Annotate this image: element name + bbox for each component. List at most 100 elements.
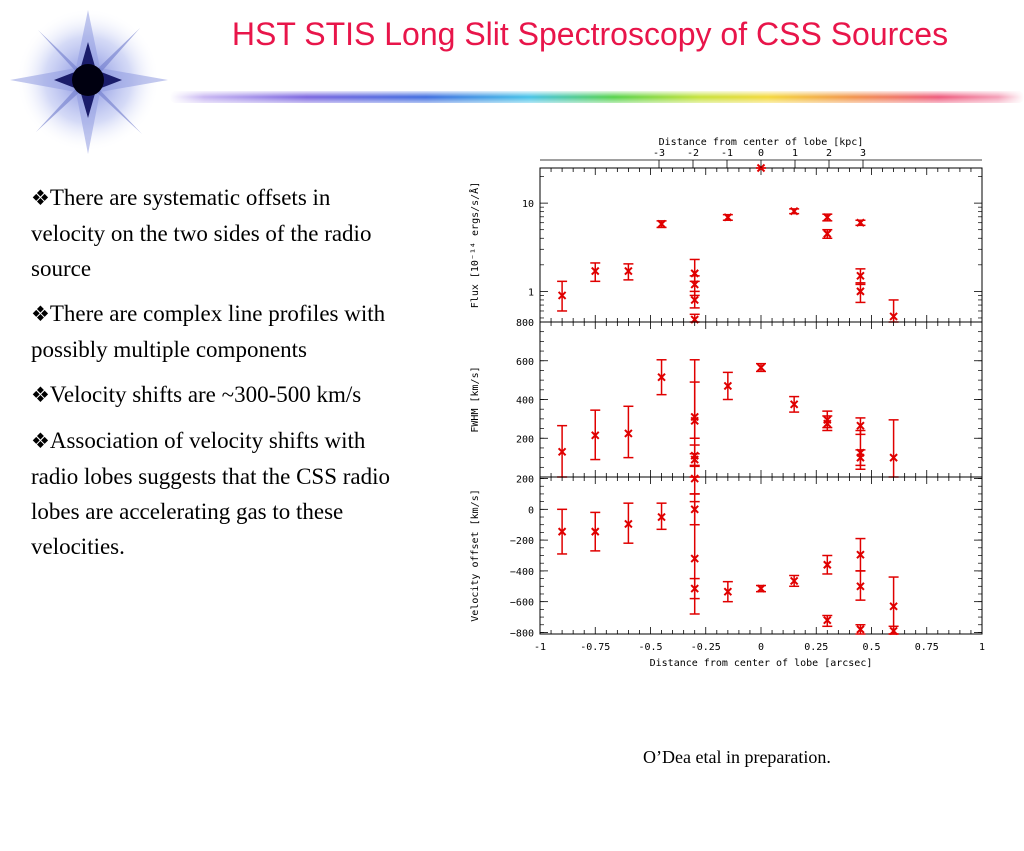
credit-caption: O’Dea etal in preparation. [643,747,831,767]
data-marker [756,584,766,593]
y-tick-label: 200 [516,434,534,445]
data-point-velocity [888,576,899,635]
data-marker [591,431,600,440]
x-tick-label: -0.5 [638,642,662,653]
panel-frame-fwhm [539,321,983,478]
top-tick-label: 0 [758,148,764,159]
data-marker [557,447,567,457]
data-point-flux [822,228,833,239]
y-tick-label: −400 [510,567,534,578]
data-point-velocity [855,537,866,572]
data-point-velocity [789,574,800,588]
data-marker [823,615,832,625]
data-point-fwhm [722,371,733,401]
data-point-velocity [689,474,700,495]
data-marker [856,582,865,591]
data-marker [889,602,898,611]
data-marker [889,312,898,321]
data-point-flux [822,213,833,222]
data-point-velocity [557,508,568,555]
data-marker [690,416,699,426]
data-marker [856,421,865,430]
bullet-item: ❖There are systematic offsets in velocit… [31,180,391,286]
data-marker [723,587,733,596]
data-marker [856,550,865,559]
data-point-flux [855,268,866,286]
data-point-velocity [822,614,833,628]
bullet-symbol-icon: ❖ [31,186,50,210]
data-point-fwhm [888,419,899,478]
data-marker [690,584,699,593]
data-marker [789,400,799,409]
data-point-fwhm [590,409,601,461]
top-tick-label: -3 [653,148,665,159]
data-marker [624,429,633,438]
data-marker [789,206,799,216]
y-axis-label-velocity: Velocity offset [km/s] [470,489,481,621]
data-point-flux [855,282,866,304]
bullet-text: There are complex line profiles with pos… [31,301,386,362]
bullet-symbol-icon: ❖ [31,429,50,453]
data-marker [557,527,567,536]
data-marker [657,512,666,522]
data-point-flux [888,299,899,323]
data-point-fwhm [822,415,833,432]
y-tick-label: 0 [528,505,534,516]
data-point-velocity [590,511,601,552]
data-marker [856,271,865,281]
y-axis-label-flux: Flux [10⁻¹⁴ ergs/s/Å] [468,182,481,308]
data-point-velocity [656,502,667,531]
bullet-item: ❖Velocity shifts are ~300-500 km/s [31,377,391,413]
data-marker [823,419,832,428]
data-point-flux [557,280,568,312]
data-marker [657,373,666,382]
data-point-fwhm [557,424,568,478]
data-marker [690,474,699,483]
y-tick-label: 1 [528,287,534,298]
data-point-velocity [855,570,866,601]
data-marker [823,213,832,222]
y-tick-label: 200 [516,475,534,486]
data-marker [823,560,832,569]
data-marker [624,519,633,529]
data-marker [856,453,865,462]
x-tick-label: 1 [979,642,985,653]
data-marker [557,291,567,300]
data-point-flux [789,206,800,216]
data-point-velocity [623,502,634,544]
data-point-flux [656,219,667,229]
data-point-fwhm [656,359,667,396]
data-marker [690,455,699,464]
data-point-velocity [822,554,833,575]
data-point-velocity [756,584,766,593]
bullet-text: There are systematic offsets in velocity… [31,185,372,281]
bullet-symbol-icon: ❖ [31,302,50,326]
data-marker [591,266,600,276]
x-axis-label: Distance from center of lobe [arcsec] [650,658,873,669]
data-point-flux [722,213,733,222]
data-marker [856,287,865,296]
data-point-flux [623,263,634,281]
y-tick-label: −200 [510,536,534,547]
bullet-symbol-icon: ❖ [31,383,50,407]
data-marker [856,625,865,634]
y-tick-label: −800 [510,628,534,639]
rainbow-divider [170,91,1024,103]
data-marker [657,219,666,229]
data-marker [789,576,799,586]
bullet-text: Velocity shifts are ~300-500 km/s [49,382,362,407]
panel-frame-velocity [539,476,983,635]
data-point-flux [689,290,700,309]
data-marker [690,554,699,563]
x-tick-label: 0.5 [862,642,880,653]
top-tick-label: -1 [721,148,733,159]
top-tick-label: 1 [792,148,798,159]
data-marker [889,626,898,636]
data-point-fwhm [623,405,634,459]
x-tick-label: -0.75 [580,642,610,653]
y-tick-label: 800 [516,318,534,329]
x-tick-label: -1 [534,642,546,653]
data-marker [690,280,699,289]
data-marker [723,381,733,391]
